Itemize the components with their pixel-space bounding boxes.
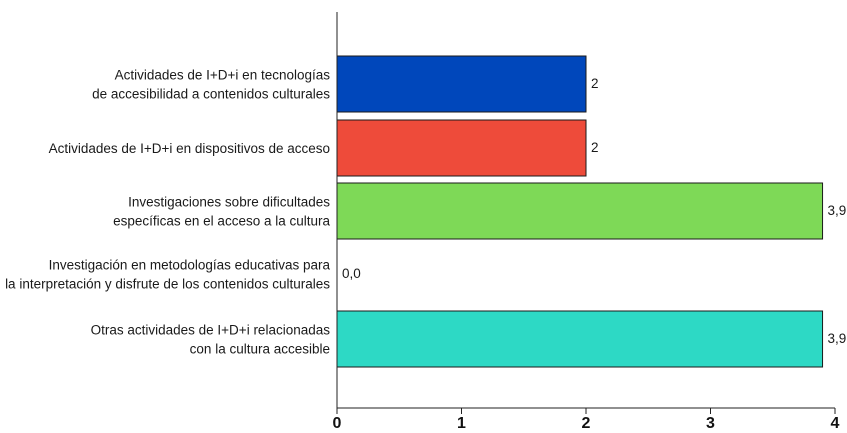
value-label-2: 2: [591, 140, 599, 155]
category-label-4: Investigación en metodologías educativas…: [5, 258, 330, 292]
category-label-2: Actividades de I+D+i en dispositivos de …: [49, 141, 330, 156]
bars-layer: [336, 55, 824, 368]
bar-5: [336, 310, 824, 368]
category-label-3: Investigaciones sobre dificultades especí…: [113, 195, 330, 229]
category-label-5: Otras actividades de I+D+i relacionadas c…: [91, 323, 331, 357]
axes-layer: 0 1 2 3 4: [333, 12, 840, 432]
category-label-1: Actividades de I+D+i en tecnologías de ac…: [92, 68, 330, 102]
bar-2: [336, 119, 587, 177]
x-tick-label-2: 2: [582, 415, 591, 432]
x-tick-label-0: 0: [333, 415, 342, 432]
x-tick-label-3: 3: [706, 415, 715, 432]
value-label-4: 0,0: [342, 266, 361, 281]
value-label-3: 3,9: [828, 203, 847, 218]
bar-1: [336, 55, 587, 113]
category-labels-layer: Actividades de I+D+i en tecnologías de ac…: [5, 68, 330, 357]
value-label-1: 2: [591, 76, 599, 91]
x-tick-label-1: 1: [457, 415, 466, 432]
x-tick-label-4: 4: [831, 415, 840, 432]
bar-3: [336, 182, 824, 240]
value-labels-layer: 2 2 3,9 0,0 3,9: [342, 76, 846, 346]
value-label-5: 3,9: [828, 331, 847, 346]
